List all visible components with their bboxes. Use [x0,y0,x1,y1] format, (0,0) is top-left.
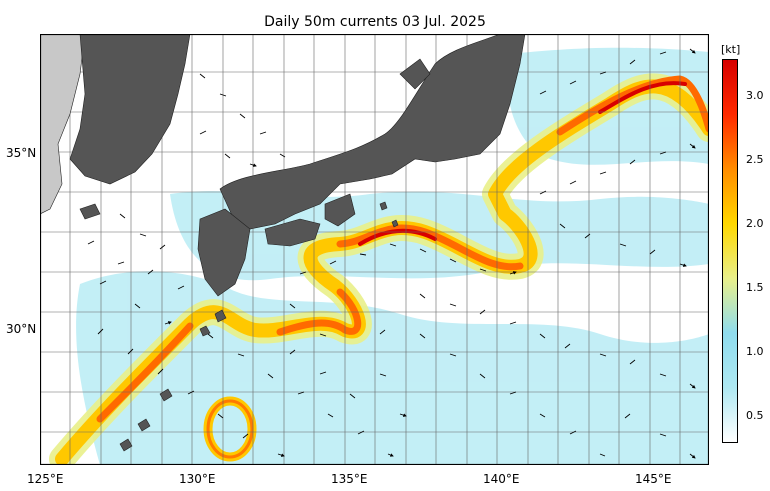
map-title: Daily 50m currents 03 Jul. 2025 [264,14,486,30]
lat-label-35: 35°N [6,146,37,160]
current-map [40,34,709,465]
lon-label-145: 145°E [635,472,672,486]
colorbar-unit: [kt] [721,43,741,56]
current-vectors [87,48,695,458]
colorbar-tick-2.5: 2.5 [746,153,764,166]
landmasses [40,34,526,452]
colorbar-tick-3.0: 3.0 [746,89,764,102]
lon-label-125: 125°E [27,472,64,486]
lat-label-30: 30°N [6,322,37,336]
lon-label-140: 140°E [483,472,520,486]
colorbar-tick-1.5: 1.5 [746,281,764,294]
colorbar-tick-2.0: 2.0 [746,217,764,230]
colorbar-tick-1.0: 1.0 [746,345,764,358]
lon-label-135: 135°E [331,472,368,486]
lon-label-130: 130°E [179,472,216,486]
colorbar [722,59,738,443]
colorbar-tick-0.5: 0.5 [746,409,764,422]
